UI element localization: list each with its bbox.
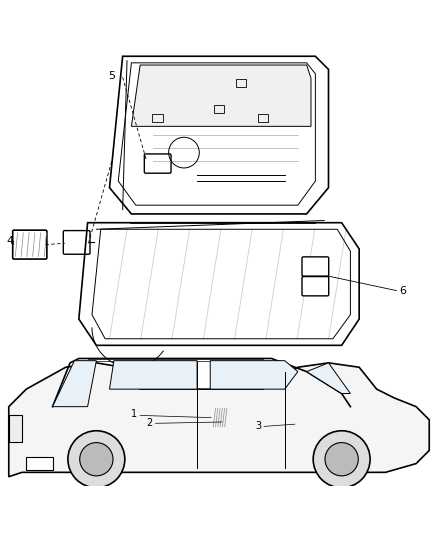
Polygon shape — [131, 65, 311, 126]
FancyBboxPatch shape — [222, 413, 238, 432]
FancyBboxPatch shape — [294, 415, 311, 434]
Polygon shape — [307, 363, 350, 393]
FancyBboxPatch shape — [302, 277, 328, 296]
Circle shape — [80, 442, 113, 476]
Text: 2: 2 — [146, 418, 152, 428]
Bar — [258, 114, 268, 122]
Circle shape — [325, 442, 358, 476]
Polygon shape — [210, 361, 298, 389]
Bar — [236, 79, 246, 87]
Text: 3: 3 — [255, 422, 261, 431]
Circle shape — [68, 431, 125, 488]
Text: 6: 6 — [399, 286, 406, 296]
FancyBboxPatch shape — [13, 230, 47, 259]
Polygon shape — [110, 361, 197, 389]
Text: 4: 4 — [6, 236, 13, 246]
Text: 5: 5 — [108, 71, 115, 81]
Bar — [26, 457, 53, 470]
Text: 1: 1 — [131, 409, 137, 419]
FancyBboxPatch shape — [63, 231, 90, 254]
FancyBboxPatch shape — [211, 406, 227, 430]
Polygon shape — [9, 363, 429, 477]
FancyBboxPatch shape — [144, 154, 171, 173]
Bar — [152, 114, 163, 122]
FancyBboxPatch shape — [302, 257, 328, 276]
Polygon shape — [53, 361, 96, 407]
Bar — [9, 415, 22, 442]
Circle shape — [313, 431, 370, 488]
Bar — [214, 106, 224, 113]
